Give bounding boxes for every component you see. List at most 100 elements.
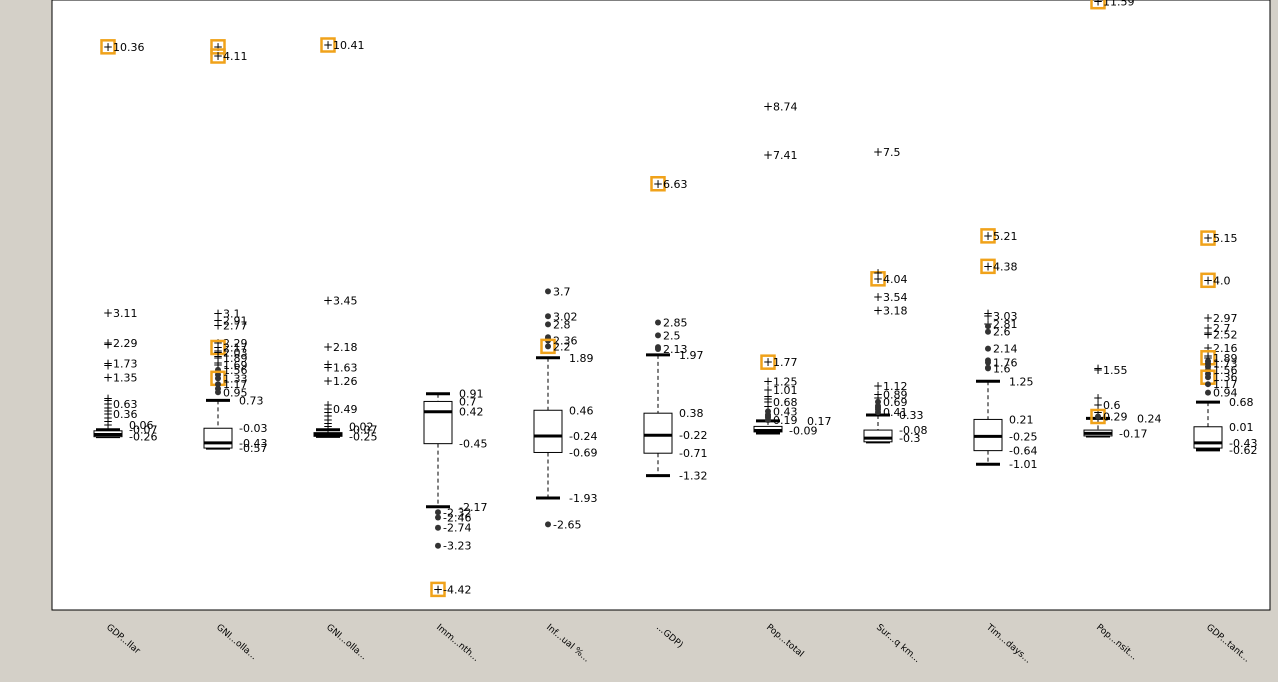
outlier-value-label: 0.02 (349, 420, 374, 433)
box-value-label: 0.17 (807, 415, 832, 428)
outlier-plus: + (103, 414, 113, 428)
outlier-dot (545, 321, 551, 328)
outlier-value-label: 1.89 (223, 352, 248, 365)
outlier-value-label: 3.03 (993, 310, 1018, 323)
outlier-value-label: 2.16 (1213, 342, 1238, 355)
box-value-label: -0.25 (349, 430, 377, 443)
outlier-value-label: 2.6 (993, 326, 1011, 339)
outlier-dot (985, 323, 991, 330)
outlier-plus: + (763, 400, 773, 414)
highlighted-outlier-frame (210, 339, 226, 356)
box-iqr (203, 427, 233, 449)
outlier-value-label: 3.02 (553, 310, 578, 323)
outlier-plus: + (213, 40, 223, 54)
box-iqr (533, 409, 563, 453)
outlier-value-label: 3.45 (333, 294, 358, 307)
outlier-plus: + (323, 358, 333, 372)
outlier-plus: + (1203, 231, 1213, 245)
outlier-plus: + (873, 379, 883, 393)
outlier-plus: + (103, 401, 113, 415)
outlier-plus: + (1203, 321, 1213, 335)
outlier-value-label: 1.73 (1213, 358, 1238, 371)
outlier-plus: + (323, 340, 333, 354)
box-value-label: -0.43 (1229, 437, 1257, 450)
outlier-plus: + (763, 389, 773, 403)
box-iqr (863, 429, 893, 443)
outlier-dot (1095, 413, 1101, 420)
box-value-label: -0.24 (569, 430, 597, 443)
outlier-value-label: 2.85 (663, 317, 688, 330)
outlier-value-label: 1.25 (773, 375, 798, 388)
outlier-value-label: 6.63 (663, 178, 688, 191)
outlier-plus: + (1203, 351, 1213, 365)
outlier-value-label: 1.63 (333, 361, 358, 374)
outlier-plus: + (323, 405, 333, 419)
outlier-dot (215, 375, 221, 382)
outlier-value-label: 2.8 (553, 318, 571, 331)
x-tick-label: GDP...llar (104, 623, 142, 657)
outlier-value-label: 1.01 (773, 384, 798, 397)
outlier-value-label: 2.17 (223, 341, 248, 354)
outlier-dot (545, 343, 551, 350)
outlier-value-label: 2.18 (333, 341, 358, 354)
x-tick-label: Inf...ual %... (544, 623, 591, 665)
outlier-value-label: 2.7 (1213, 322, 1231, 335)
highlighted-outlier-frame (980, 228, 996, 244)
outlier-plus: + (433, 582, 443, 596)
outlier-dot (985, 365, 991, 372)
outlier-value-label: 2.81 (993, 318, 1018, 331)
outlier-plus: + (213, 336, 223, 350)
box-value-label: -1.93 (569, 492, 597, 505)
x-tick-label: GNI...olla... (214, 623, 258, 663)
outlier-dot (765, 417, 771, 424)
outlier-plus: + (213, 356, 223, 370)
outlier-dot (1205, 389, 1211, 396)
box-value-label: -0.62 (1229, 444, 1257, 457)
outlier-plus: + (983, 259, 993, 273)
outlier-plus: + (103, 371, 113, 385)
outlier-plus: + (763, 395, 773, 409)
box-value-label: 0.7 (459, 395, 477, 408)
box-value-label: -0.03 (239, 422, 267, 435)
outlier-value-label: 3.11 (113, 307, 138, 320)
outlier-plus: + (763, 374, 773, 388)
box-value-label: 0.46 (569, 404, 594, 417)
outlier-plus: + (323, 360, 333, 374)
outlier-value-label: 3.7 (553, 285, 571, 298)
x-tick-label: Imm...nth... (434, 623, 480, 664)
outlier-value-label: 8.74 (773, 100, 798, 113)
outlier-value-label: 10.41 (333, 39, 365, 52)
outlier-value-label: 4.0 (1213, 274, 1231, 287)
outlier-plus: + (103, 404, 113, 418)
box-value-label: -0.26 (129, 431, 157, 444)
highlighted-outlier-frame (760, 354, 776, 370)
box-value-label: 0.42 (459, 406, 484, 419)
outlier-value-label: 0.43 (773, 405, 798, 418)
box-value-label: 1.89 (569, 352, 594, 365)
outlier-plus: + (213, 313, 223, 327)
outlier-dot (545, 313, 551, 320)
box-value-label: -0.22 (679, 429, 707, 442)
outlier-plus: + (323, 374, 333, 388)
x-tick-label: ...GDP) (654, 623, 685, 651)
outlier-plus: + (1093, 361, 1103, 375)
outlier-value-label: 3.54 (883, 291, 908, 304)
outlier-value-label: 2.77 (223, 319, 248, 332)
box-value-label: 1.25 (1009, 375, 1034, 388)
outlier-plus: + (983, 229, 993, 243)
outlier-value-label: 2.36 (553, 335, 578, 348)
box-iqr (1193, 426, 1223, 449)
outlier-plus: + (873, 387, 883, 401)
outlier-dot (435, 524, 441, 531)
outlier-value-label: 0.63 (113, 398, 138, 411)
outlier-dot (545, 521, 551, 528)
outlier-plus: + (103, 358, 113, 372)
highlighted-outlier-frame (210, 39, 226, 55)
outlier-value-label: 0.94 (1213, 387, 1238, 400)
outlier-value-label: 0.06 (129, 419, 154, 432)
highlighted-outlier-frame (320, 37, 336, 53)
outlier-plus: + (1203, 349, 1213, 363)
outlier-dot (985, 345, 991, 352)
outlier-dot (985, 359, 991, 366)
outlier-value-label: 2.97 (1213, 312, 1238, 325)
